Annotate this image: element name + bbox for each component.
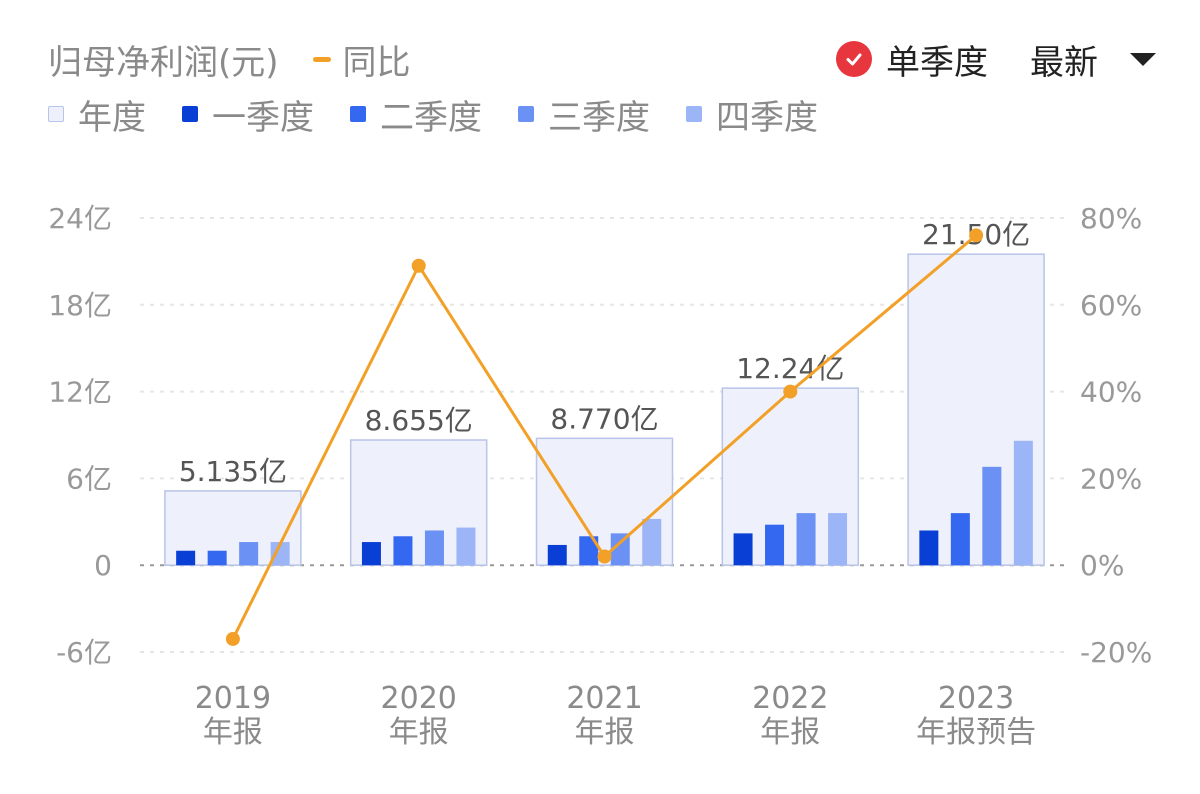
x-tick-label: 年报 <box>575 715 635 750</box>
quarter-bar <box>982 466 1002 566</box>
series-legend: 年度 一季度 二季度 三季度 四季度 <box>48 90 854 139</box>
legend-q2-label: 二季度 <box>380 97 482 138</box>
quarter-bar <box>919 530 939 566</box>
quarter-bar <box>239 542 259 566</box>
annual-value-label: 12.24亿 <box>736 352 844 385</box>
y-right-tick-label: 40% <box>1080 376 1142 409</box>
y-left-tick-label: 6亿 <box>66 462 112 495</box>
quarter-bar <box>796 513 816 566</box>
quarter-bar <box>176 550 196 566</box>
x-tick-year: 2023 <box>938 681 1014 716</box>
legend-q4-label: 四季度 <box>716 97 818 138</box>
quarter-bar <box>361 542 381 566</box>
x-tick-label: 年报 <box>389 715 449 750</box>
quarter-bar <box>1013 440 1033 566</box>
yoy-line-swatch <box>312 56 331 62</box>
quarter-bar <box>393 536 413 566</box>
quarter-bar <box>950 513 970 566</box>
y-left-tick-label: 18亿 <box>48 289 112 322</box>
legend-q3-swatch <box>518 106 534 122</box>
y-right-tick-label: 60% <box>1080 289 1142 322</box>
y-left-tick-label: 0 <box>94 549 112 582</box>
quarter-bar <box>828 513 848 566</box>
chart-title: 归母净利润(元) <box>48 42 279 83</box>
annual-value-label: 5.135亿 <box>179 455 287 488</box>
quarter-bar <box>733 533 753 566</box>
x-tick-label: 年报预告 <box>916 715 1036 750</box>
legend-yoy-label: 同比 <box>342 42 411 83</box>
x-tick-year: 2021 <box>566 681 642 716</box>
legend-q3-label: 三季度 <box>548 97 650 138</box>
quarter-bar <box>642 518 662 566</box>
sort-dropdown[interactable]: 最新 <box>1030 35 1156 84</box>
legend-q3[interactable]: 三季度 <box>518 90 650 139</box>
quarter-bar <box>456 527 476 566</box>
yoy-point <box>411 258 426 273</box>
quarter-bar <box>579 536 599 566</box>
x-tick-label: 年报 <box>760 715 820 750</box>
quarter-bar <box>270 542 290 566</box>
legend-q2[interactable]: 二季度 <box>350 90 482 139</box>
x-tick-label: 年报 <box>203 715 263 750</box>
x-tick-year: 2020 <box>381 681 457 716</box>
single-quarter-label: 单季度 <box>886 42 988 83</box>
sort-label: 最新 <box>1030 42 1098 83</box>
yoy-point <box>225 631 240 646</box>
single-quarter-toggle[interactable]: 单季度 <box>836 35 988 84</box>
yoy-line <box>231 234 978 640</box>
legend-q4-swatch <box>686 106 702 122</box>
checkmark-icon <box>836 41 872 77</box>
y-right-tick-label: 20% <box>1080 462 1142 495</box>
legend-q2-swatch <box>350 106 366 122</box>
legend-annual-swatch <box>48 106 64 122</box>
yoy-point <box>597 549 612 564</box>
yoy-point <box>783 384 798 399</box>
chart-controls: 单季度 最新 <box>836 34 1156 84</box>
quarter-bar <box>547 544 567 566</box>
quarter-bar <box>610 533 630 566</box>
caret-down-icon <box>1130 52 1156 66</box>
y-right-tick-label: 80% <box>1080 202 1142 235</box>
yoy-point <box>969 228 984 243</box>
legend-q1-swatch <box>182 106 198 122</box>
legend-q1[interactable]: 一季度 <box>182 90 314 139</box>
y-right-tick-label: -20% <box>1080 636 1152 669</box>
annual-value-label: 8.655亿 <box>365 404 473 437</box>
quarter-bar <box>765 524 785 566</box>
legend-annual[interactable]: 年度 <box>48 90 146 139</box>
y-left-tick-label: 24亿 <box>48 202 112 235</box>
annual-value-label: 8.770亿 <box>550 402 658 435</box>
legend-annual-label: 年度 <box>78 97 146 138</box>
x-tick-year: 2019 <box>195 681 271 716</box>
y-left-tick-label: 12亿 <box>48 376 112 409</box>
y-right-tick-label: 0% <box>1080 549 1124 582</box>
legend-q1-label: 一季度 <box>212 97 314 138</box>
legend-yoy[interactable]: 同比 <box>312 35 411 84</box>
quarter-bar <box>207 550 227 566</box>
y-left-tick-label: -6亿 <box>56 636 112 669</box>
chart-header: 归母净利润(元) 同比 <box>48 34 411 84</box>
legend-q4[interactable]: 四季度 <box>686 90 818 139</box>
x-tick-year: 2022 <box>752 681 828 716</box>
quarter-bar <box>424 530 444 566</box>
